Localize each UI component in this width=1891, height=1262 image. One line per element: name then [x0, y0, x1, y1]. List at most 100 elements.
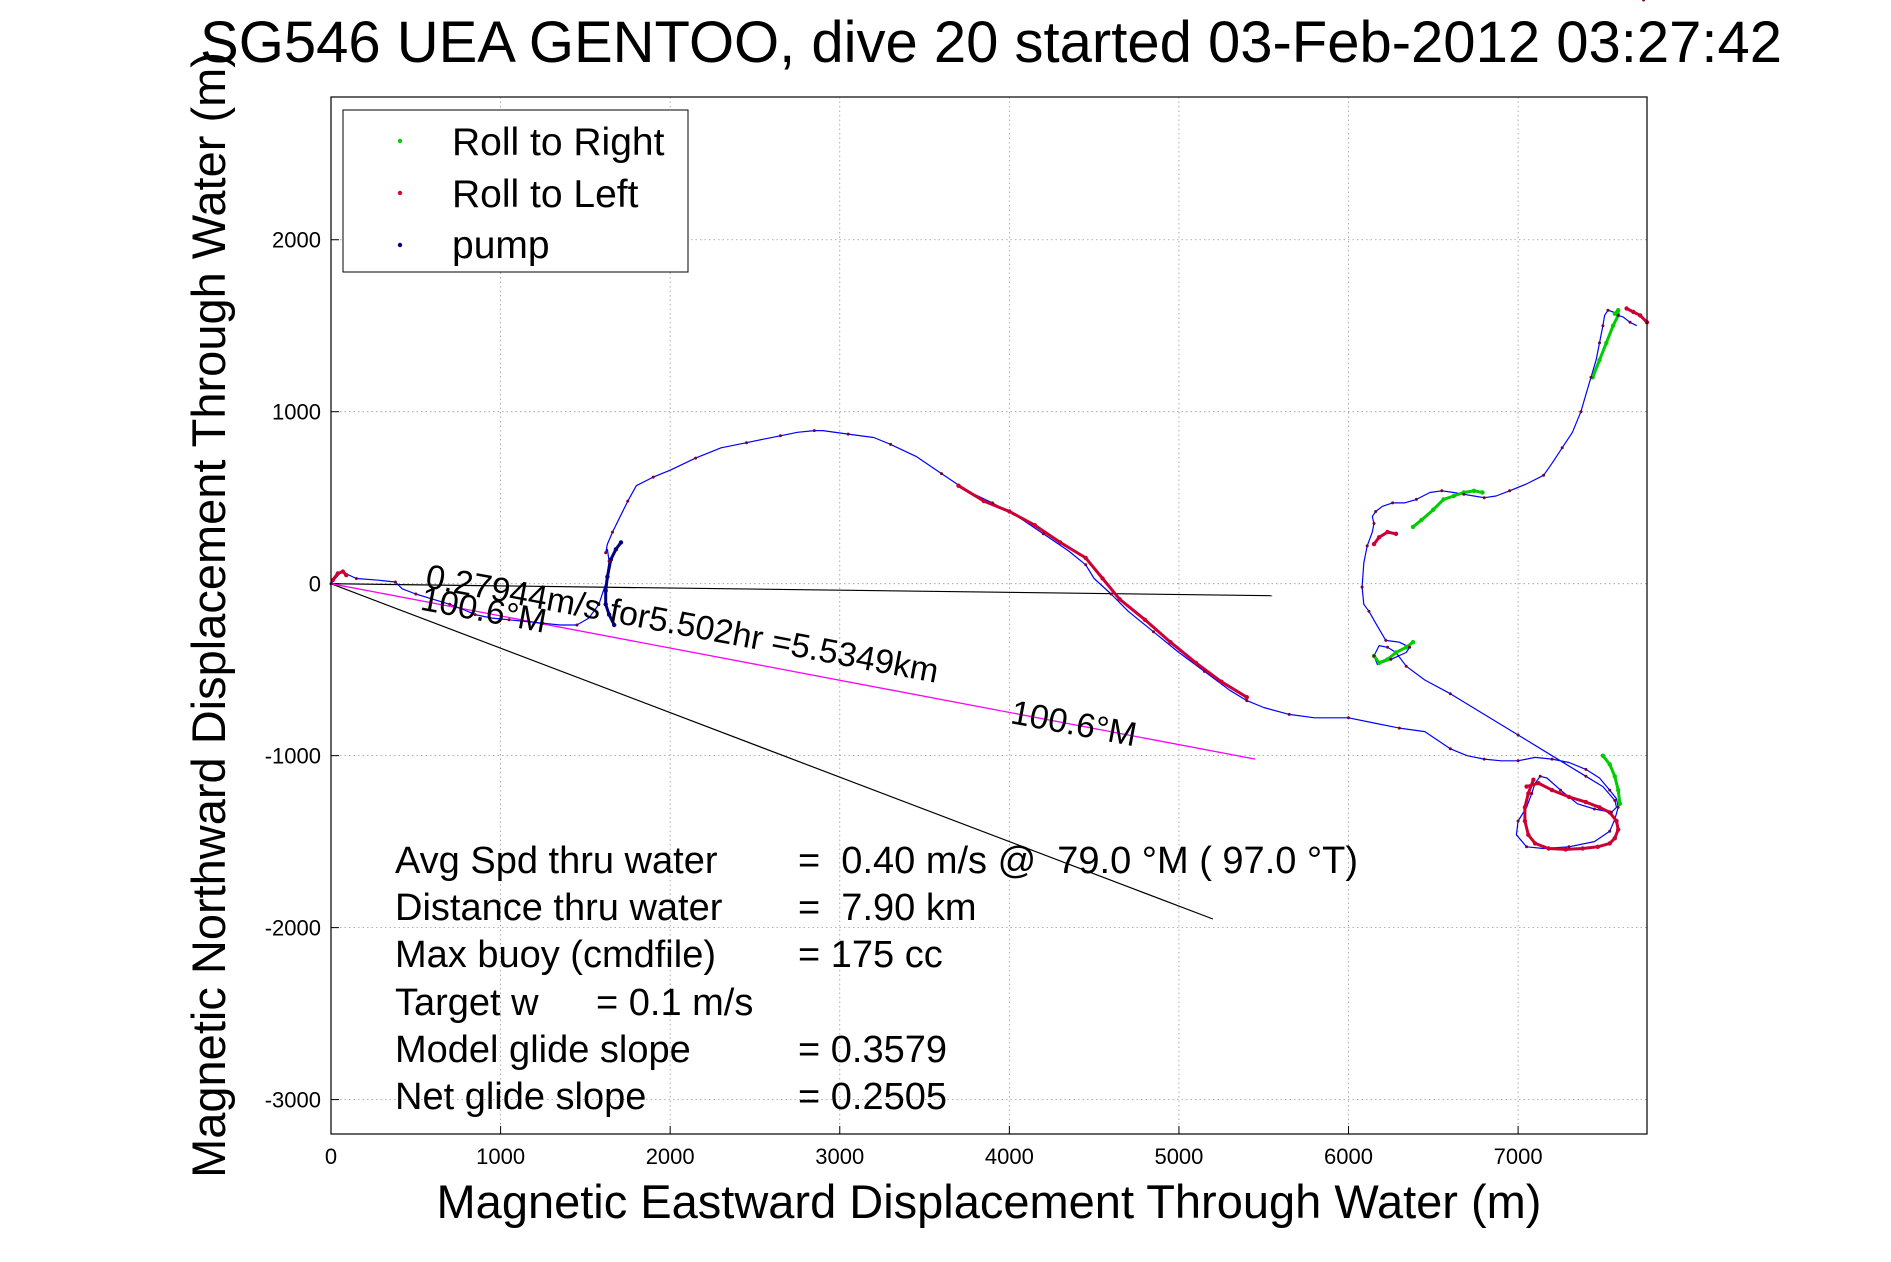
- track-sample-point: [1616, 313, 1620, 317]
- summary-value-avg-speed: = 0.40 m/s @ 79.0 °M ( 97.0 °T): [798, 840, 1358, 882]
- roll-left-point: [1612, 836, 1618, 841]
- track-sample-point: [1530, 792, 1534, 795]
- roll-left-point: [1532, 841, 1538, 846]
- roll-right-point: [1471, 488, 1477, 493]
- roll-left-point: [1631, 309, 1636, 315]
- roll-right-point: [1451, 493, 1456, 499]
- roll-right-point: [1612, 774, 1618, 779]
- roll-left-point: [1007, 509, 1012, 514]
- track-sample-point: [1538, 774, 1542, 778]
- pump-point: [618, 540, 624, 545]
- roll-right-point: [1616, 308, 1621, 313]
- roll-right-point: [1393, 650, 1399, 655]
- track-sample-point: [1613, 798, 1617, 802]
- track-sample-point: [1516, 759, 1520, 763]
- marker-layer: [329, 0, 1650, 852]
- track-sample-point: [846, 432, 850, 436]
- grid: [330, 97, 1647, 1134]
- summary-value-model-glide: = 0.3579: [798, 1029, 947, 1071]
- track-sample-point: [611, 530, 614, 534]
- track-sample-point: [1367, 609, 1371, 613]
- x-tick-label: 0: [325, 1144, 337, 1169]
- track-sample-point: [473, 613, 477, 617]
- roll-right-point: [1419, 517, 1424, 523]
- track-sample-point: [651, 475, 655, 479]
- track-sample-point: [1448, 747, 1452, 751]
- track-sample-point: [1084, 563, 1088, 567]
- track-sample-point: [1550, 757, 1554, 761]
- roll-left-point: [1219, 679, 1224, 684]
- track-sample-point: [1516, 819, 1520, 823]
- reference-line: [330, 583, 1214, 920]
- track-sample-point: [597, 602, 601, 606]
- track-sample-point: [1202, 669, 1206, 673]
- roll-right-point: [1617, 801, 1623, 806]
- legend-marker-roll-right: [397, 138, 403, 144]
- track-sample-point: [541, 621, 545, 625]
- roll-left-point: [1083, 555, 1088, 561]
- chart-title: SG546 UEA GENTOO, dive 20 started 03-Feb…: [200, 10, 1782, 75]
- x-tick-label: 2000: [646, 1144, 695, 1169]
- track-sample-point: [1109, 592, 1113, 596]
- track-sample-point: [1041, 532, 1045, 536]
- roll-left-point: [340, 569, 346, 574]
- roll-left-point: [1616, 827, 1621, 832]
- roll-left-point: [1371, 541, 1377, 547]
- legend-label-roll-right: Roll to Right: [452, 121, 665, 164]
- summary-label-distance: Distance thru water: [395, 887, 723, 929]
- pump-point: [612, 622, 617, 628]
- track-sample-point: [778, 434, 782, 438]
- track-sample-point: [694, 456, 698, 460]
- track-sample-point: [1559, 788, 1562, 792]
- track-sample-point: [1560, 446, 1564, 450]
- x-tick-label: 5000: [1154, 1144, 1203, 1169]
- track-sample-point: [1389, 657, 1393, 661]
- x-tick-label: 4000: [985, 1144, 1034, 1169]
- track-sample-point: [940, 472, 943, 476]
- roll-left-point: [1638, 313, 1643, 318]
- roll-left-point: [1244, 695, 1250, 700]
- y-tick-label: -3000: [265, 1088, 321, 1113]
- roll-right-point: [1612, 311, 1618, 316]
- track-sample-point: [1525, 845, 1529, 849]
- summary-value-max-buoy: = 175 cc: [798, 934, 943, 976]
- roll-left-point: [1142, 617, 1148, 622]
- track-sample-point: [990, 501, 994, 505]
- roll-left-point: [1531, 777, 1536, 782]
- track-sample-point: [1567, 845, 1571, 849]
- track-sample-point: [1152, 630, 1155, 634]
- track-sample-point: [414, 592, 418, 596]
- track-sample-point: [1598, 341, 1601, 345]
- track-sample-point: [1408, 645, 1412, 649]
- track-sample-point: [1360, 585, 1364, 589]
- roll-left-point: [1546, 846, 1551, 851]
- track-sample-point: [1397, 726, 1401, 730]
- roll-left-point: [1193, 660, 1199, 665]
- roll-left-point: [1614, 818, 1619, 824]
- roll-left-point: [1624, 306, 1629, 311]
- track-sample-point: [1391, 501, 1395, 505]
- roll-left-point: [1100, 576, 1105, 581]
- roll-left-segment: [1372, 530, 1398, 546]
- summary-label-target-w: Target w: [395, 982, 539, 1024]
- y-tick-label: -2000: [265, 916, 321, 941]
- roll-right-point: [1616, 787, 1621, 793]
- track-sample-point: [1542, 473, 1546, 477]
- pump-point: [603, 588, 608, 593]
- y-tick-label: 1000: [272, 400, 321, 425]
- x-tick-label: 6000: [1324, 1144, 1373, 1169]
- track-sample-point: [1414, 497, 1418, 501]
- roll-left-point: [1526, 791, 1531, 796]
- track-sample-point: [393, 580, 397, 584]
- roll-right-point: [1404, 645, 1409, 650]
- track-sample-point: [1448, 692, 1452, 696]
- roll-left-segment: [331, 570, 348, 582]
- roll-left-point: [1032, 523, 1038, 528]
- x-tick-label: 1000: [476, 1144, 525, 1169]
- roll-left-point: [1385, 529, 1390, 535]
- summary-label-avg-speed: Avg Spd thru water: [395, 840, 718, 882]
- track-sample-point: [1462, 492, 1466, 496]
- roll-left-point: [956, 483, 961, 488]
- legend-label-pump: pump: [452, 224, 550, 267]
